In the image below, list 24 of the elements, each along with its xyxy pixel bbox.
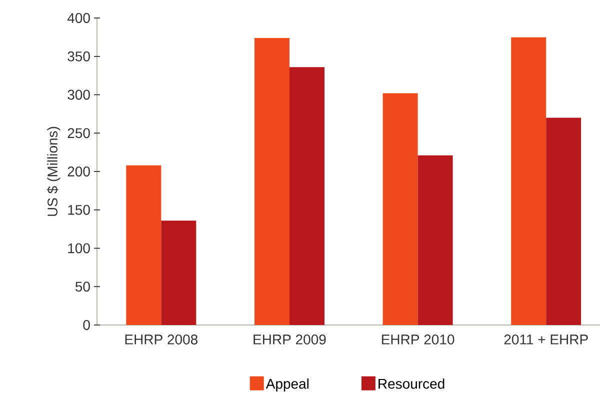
y-tick-label: 250 [68, 128, 90, 138]
y-tick-label: 200 [68, 166, 90, 176]
bar [546, 118, 582, 325]
y-tick-label: 150 [68, 204, 90, 215]
y-tick-label: 350 [68, 51, 90, 62]
x-tick-label: 2011 + EHRP [504, 334, 588, 344]
bar [382, 93, 418, 325]
legend-label: Resourced [378, 378, 444, 389]
bar [161, 220, 196, 325]
bar [511, 37, 546, 325]
legend-label: Appeal [266, 378, 309, 392]
y-tick-label: 0 [83, 320, 90, 330]
y-tick-label: 100 [68, 243, 90, 254]
bar [254, 38, 290, 325]
bar [126, 165, 162, 325]
bar [289, 67, 324, 325]
y-tick-label: 400 [67, 13, 90, 23]
x-tick-label: EHRP 2009 [254, 334, 326, 344]
x-tick-label: EHRP 2008 [125, 334, 198, 344]
x-tick-label: EHRP 2010 [382, 334, 454, 344]
y-tick-label: 50 [75, 282, 90, 292]
bar [418, 155, 453, 325]
y-tick-label: 300 [68, 90, 90, 100]
y-axis-title: US $ (Millions) [46, 126, 60, 216]
